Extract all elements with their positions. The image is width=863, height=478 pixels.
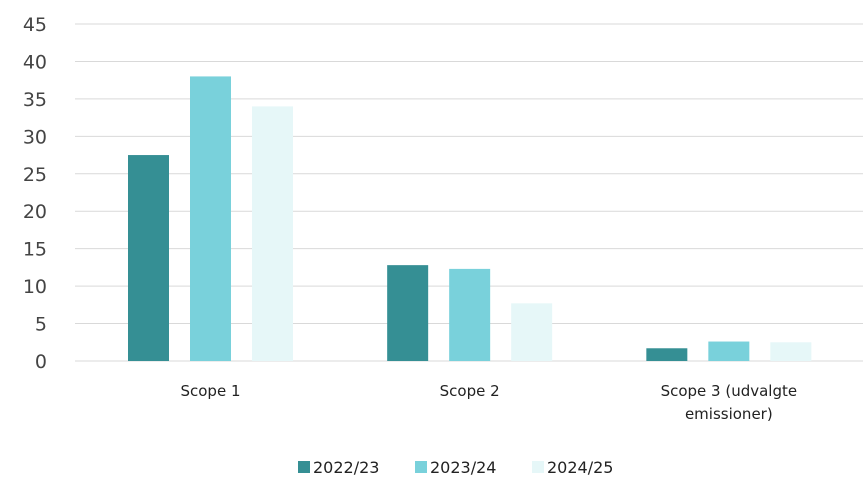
- legend-label: 2023/24: [430, 458, 496, 477]
- bar-2022-23-3: [646, 348, 688, 361]
- y-tick-label: 25: [23, 164, 47, 186]
- legend: 2022/23 2023/24 2024/25: [298, 458, 613, 477]
- y-tick-label: 45: [23, 14, 47, 36]
- bar-2023-24-1: [190, 76, 231, 361]
- bars: [128, 76, 812, 361]
- bar-2024-25-1: [252, 106, 293, 361]
- bar-2023-24-3: [708, 341, 750, 361]
- legend-swatch: [532, 461, 544, 473]
- legend-swatch: [298, 461, 310, 473]
- category-labels: Scope 1 Scope 2 Scope 3 (udvalgte emissione…: [180, 382, 797, 423]
- legend-label: 2022/23: [313, 458, 379, 477]
- y-axis-tick-labels: 0 5 10 15 20 25 30 35 40 45: [23, 14, 47, 373]
- legend-label: 2024/25: [547, 458, 613, 477]
- category-label: Scope 3 (udvalgte emissioner): [661, 382, 798, 423]
- y-tick-label: 20: [23, 201, 47, 223]
- y-tick-label: 15: [23, 239, 47, 261]
- y-tick-label: 40: [23, 51, 47, 73]
- y-tick-label: 30: [23, 126, 47, 148]
- y-tick-label: 0: [35, 351, 47, 373]
- y-tick-label: 35: [23, 89, 47, 111]
- bar-2022-23-1: [128, 155, 169, 361]
- bar-2024-25-3: [770, 342, 812, 361]
- category-label: Scope 1: [180, 382, 240, 400]
- category-label: Scope 2: [440, 382, 500, 400]
- legend-swatch: [415, 461, 427, 473]
- bar-2022-23-2: [387, 265, 429, 361]
- bar-2024-25-2: [511, 303, 553, 361]
- y-tick-label: 10: [23, 276, 47, 298]
- y-tick-label: 5: [35, 314, 47, 336]
- bar-2023-24-2: [449, 268, 491, 361]
